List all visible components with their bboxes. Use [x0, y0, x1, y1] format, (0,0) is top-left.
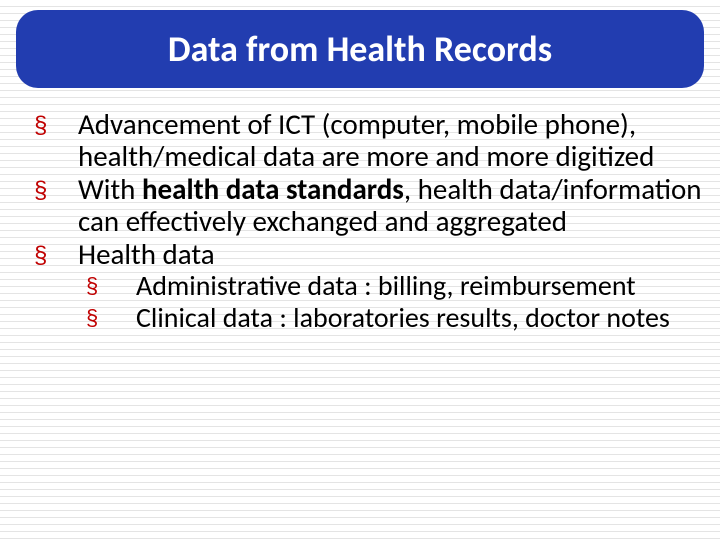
slide-title: Data from Health Records [168, 27, 552, 71]
bullet-text: Clinical data : laboratories results, do… [136, 302, 702, 333]
bullet-item: §Advancement of ICT (computer, mobile ph… [34, 108, 702, 173]
bullet-text: Administrative data : billing, reimburse… [136, 270, 702, 301]
sub-bullet-item: §Administrative data : billing, reimburs… [86, 270, 702, 301]
bullet-glyph: § [86, 302, 136, 329]
slide: Data from Health Records §Advancement of… [0, 0, 720, 540]
bullet-glyph: § [34, 238, 78, 268]
bullet-text: Health data [78, 238, 702, 270]
bullet-text: Advancement of ICT (computer, mobile pho… [78, 108, 702, 173]
bullet-glyph: § [86, 270, 136, 297]
sub-bullet-item: §Clinical data : laboratories results, d… [86, 302, 702, 333]
bullet-text: With health data standards, health data/… [78, 173, 702, 238]
bullet-glyph: § [34, 173, 78, 203]
title-bar: Data from Health Records [16, 10, 704, 88]
bullet-glyph: § [34, 108, 78, 138]
bullet-item: §Health data [34, 238, 702, 270]
slide-body: §Advancement of ICT (computer, mobile ph… [34, 108, 702, 333]
bullet-item: §With health data standards, health data… [34, 173, 702, 238]
